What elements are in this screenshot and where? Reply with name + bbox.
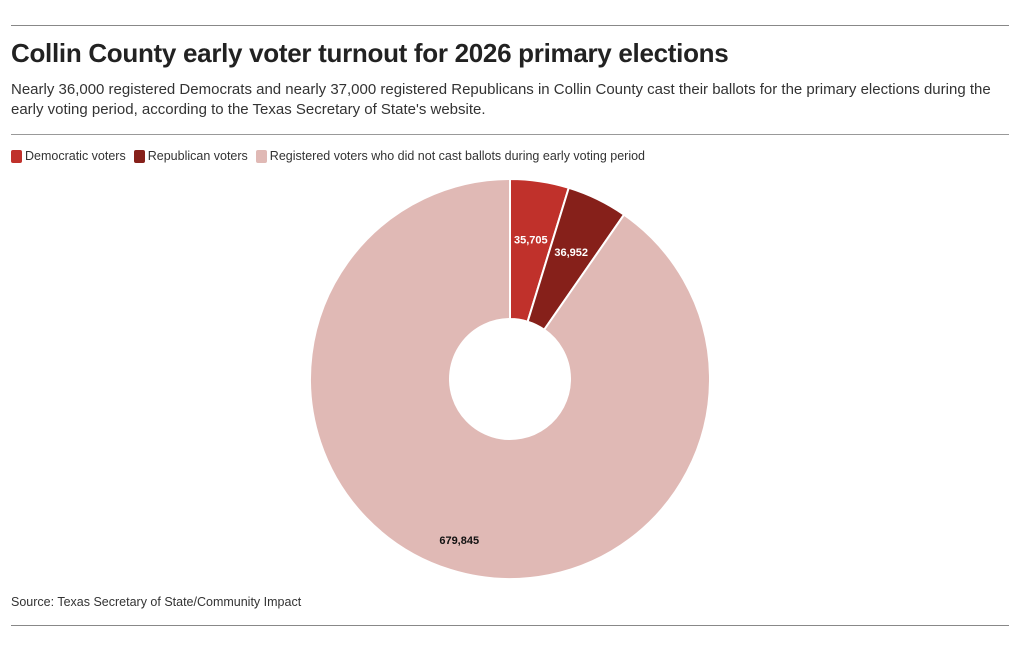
legend-item-non-voters: Registered voters who did not cast ballo… bbox=[255, 149, 646, 163]
legend-label-democratic: Democratic voters bbox=[25, 149, 126, 163]
slice-non-voters bbox=[309, 177, 711, 580]
legend-item-republican: Republican voters bbox=[133, 149, 248, 163]
label-non-voters: 679,845 bbox=[439, 535, 479, 547]
label-republican: 36,952 bbox=[554, 247, 588, 259]
label-democratic: 35,705 bbox=[514, 234, 548, 246]
legend-label-republican: Republican voters bbox=[147, 149, 248, 163]
legend-swatch-republican bbox=[133, 149, 145, 163]
header-divider bbox=[11, 134, 1009, 135]
legend-swatch-democratic bbox=[11, 149, 22, 163]
legend: Democratic voters Republican voters Regi… bbox=[11, 149, 653, 163]
legend-swatch-non-voters bbox=[255, 149, 267, 163]
chart-title: Collin County early voter turnout for 20… bbox=[11, 38, 729, 68]
legend-item-democratic: Democratic voters bbox=[11, 149, 126, 163]
top-rule bbox=[11, 25, 1009, 26]
chart-subtitle: Nearly 36,000 registered Democrats and n… bbox=[11, 81, 991, 118]
source-note: Source: Texas Secretary of State/Communi… bbox=[11, 595, 302, 609]
bottom-rule bbox=[11, 625, 1009, 626]
legend-label-non-voters: Registered voters who did not cast ballo… bbox=[269, 149, 646, 163]
